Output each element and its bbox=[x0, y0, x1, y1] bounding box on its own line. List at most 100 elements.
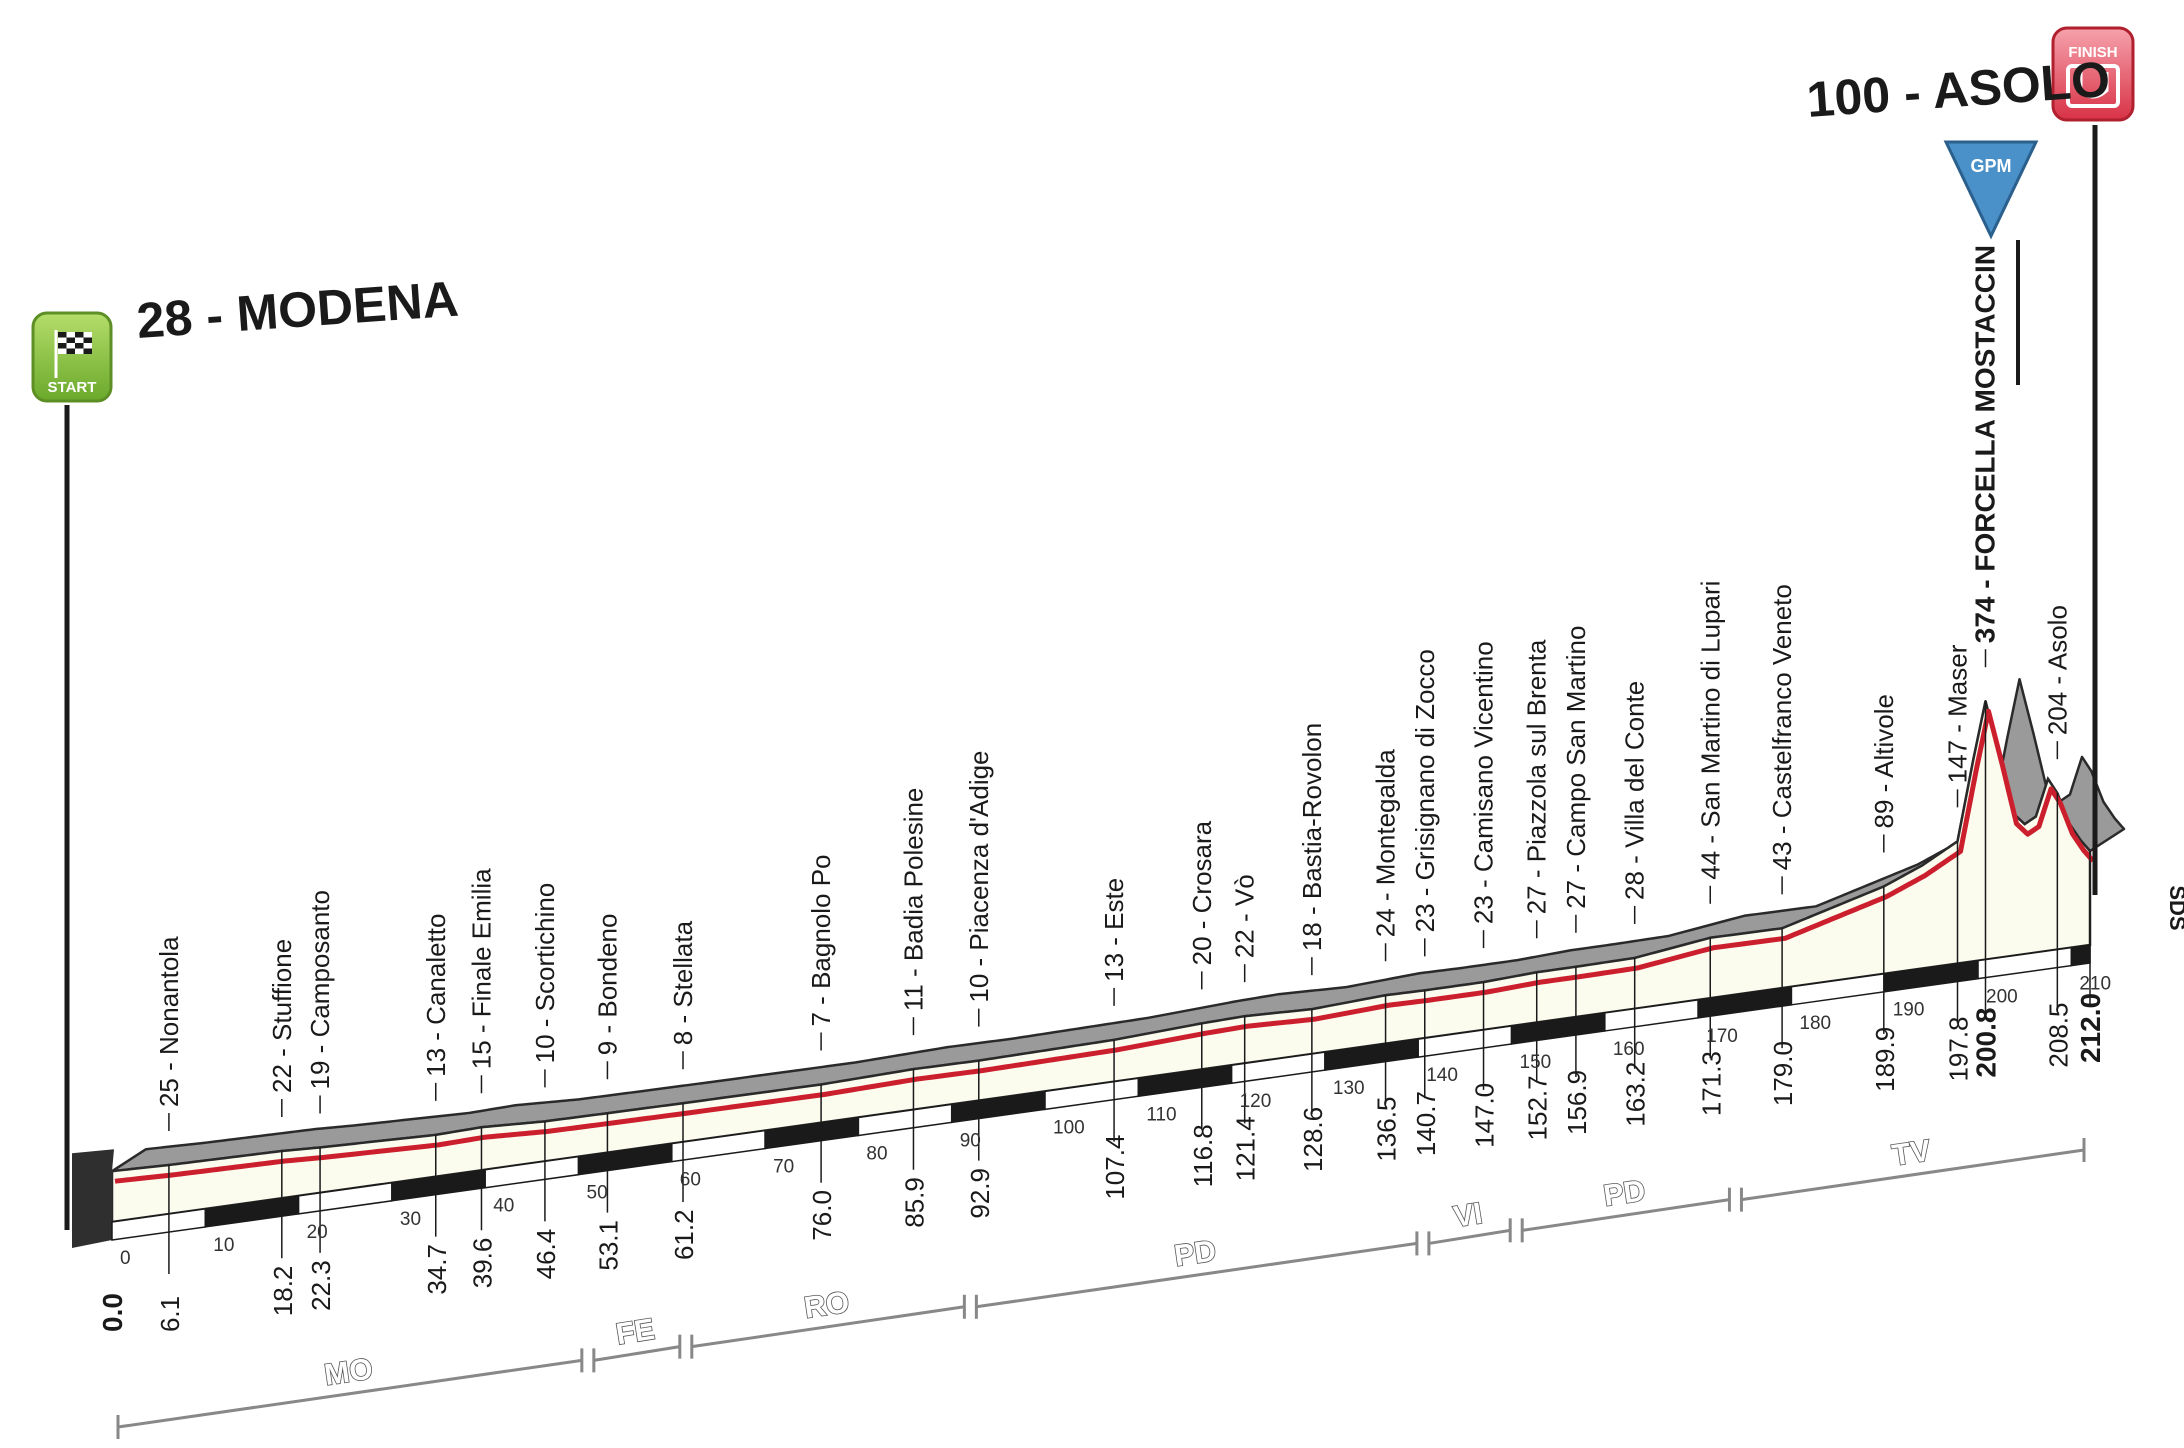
waypoint-distance-label: 212.0 bbox=[2075, 993, 2106, 1063]
km-tick-label: 70 bbox=[773, 1157, 794, 1178]
waypoint-distance-label: 147.0 bbox=[1470, 1083, 1500, 1148]
waypoint-distance-label: 61.2 bbox=[669, 1209, 699, 1260]
waypoint-distance-label: 128.6 bbox=[1298, 1107, 1328, 1172]
checkered-flag-icon bbox=[54, 330, 92, 378]
province-band-line bbox=[1521, 1198, 1730, 1232]
finish-badge bbox=[2051, 26, 2135, 122]
waypoint-distance-label: 107.4 bbox=[1100, 1135, 1130, 1200]
province-band-line bbox=[691, 1305, 965, 1349]
waypoint-place-label: 28 - Villa del Conte bbox=[1620, 681, 1650, 900]
waypoint-distance-label: 208.5 bbox=[2043, 1002, 2073, 1067]
gpm-badge-text: GPM bbox=[1970, 156, 2011, 176]
waypoint-distance-label: 152.7 bbox=[1523, 1075, 1553, 1140]
waypoint-place-label: 25 - Nonantola bbox=[154, 936, 184, 1107]
province-label: FE bbox=[614, 1313, 657, 1352]
finish-badge-text: FINISH bbox=[2068, 44, 2117, 61]
km-tick-label: 50 bbox=[587, 1183, 608, 1204]
waypoint-distance-label: 140.7 bbox=[1411, 1091, 1441, 1156]
waypoint-place-label: 13 - Canaletto bbox=[421, 914, 451, 1077]
waypoint-place-label: 20 - Crosara bbox=[1187, 820, 1217, 965]
waypoint-place-label: 89 - Altivole bbox=[1869, 694, 1899, 828]
waypoint-place-label: 22 - Stuffione bbox=[267, 939, 297, 1093]
waypoint-distance-label: 46.4 bbox=[531, 1229, 561, 1280]
profile-end-cap bbox=[72, 1149, 114, 1248]
province-label: TV bbox=[1890, 1134, 1933, 1172]
km-tick-label: 40 bbox=[493, 1196, 514, 1217]
km-tick-label: 90 bbox=[960, 1130, 981, 1151]
province-band-line bbox=[1741, 1148, 2085, 1202]
finish-line-icon bbox=[2066, 64, 2120, 108]
km-tick-label: 210 bbox=[2079, 974, 2111, 995]
km-tick-label: 100 bbox=[1053, 1117, 1085, 1138]
sds-label: SDS bbox=[2165, 885, 2184, 930]
waypoint-place-label: 10 - Piacenza d'Adige bbox=[964, 750, 994, 1002]
profile-face bbox=[110, 700, 2092, 1224]
waypoint-distance-label: 156.9 bbox=[1562, 1070, 1592, 1135]
km-tick-label: 120 bbox=[1240, 1091, 1272, 1112]
waypoint-place-label: 15 - Finale Emilia bbox=[466, 868, 496, 1069]
province-label: PD bbox=[1601, 1174, 1647, 1213]
waypoint-place-label: 374 - FORCELLA MOSTACCIN bbox=[1970, 245, 2001, 643]
waypoint-distance-label: 179.0 bbox=[1768, 1041, 1798, 1106]
waypoint-labels: 0.0 6.1 25 - Nonantola 18.2 22 - Stuffione 22… bbox=[97, 245, 2106, 1332]
km-tick-label: 200 bbox=[1986, 987, 2018, 1008]
waypoint-distance-label: 0.0 bbox=[97, 1293, 128, 1332]
km-tick-label: 130 bbox=[1333, 1078, 1365, 1099]
province-band-line bbox=[1428, 1228, 1511, 1245]
waypoint-place-label: 9 - Bondeno bbox=[592, 914, 622, 1056]
province-label: VI bbox=[1451, 1197, 1484, 1234]
waypoint-place-label: 19 - Camposanto bbox=[305, 890, 335, 1089]
waypoint-place-label: 7 - Bagnolo Po bbox=[806, 854, 836, 1026]
waypoint-distance-label: 189.9 bbox=[1870, 1027, 1900, 1092]
waypoint-distance-label: 171.3 bbox=[1696, 1051, 1726, 1116]
waypoint-place-label: 18 - Bastia-Rovolon bbox=[1297, 723, 1327, 951]
start-marker: START 28 - MODENA bbox=[31, 271, 460, 1230]
km-tick-label: 0 bbox=[120, 1248, 131, 1269]
waypoint-place-label: 8 - Stellata bbox=[668, 920, 698, 1045]
waypoint-place-label: 11 - Badia Polesine bbox=[898, 788, 928, 1012]
waypoint-distance-label: 92.9 bbox=[965, 1168, 995, 1219]
km-tick-label: 150 bbox=[1520, 1052, 1552, 1073]
waypoint-place-label: 204 - Asolo bbox=[2042, 605, 2072, 735]
km-tick-label: 10 bbox=[213, 1235, 234, 1256]
province-label: PD bbox=[1172, 1234, 1218, 1273]
waypoint-place-label: 23 - Camisano Vicentino bbox=[1469, 641, 1499, 924]
waypoint-place-label: 22 - Vò bbox=[1230, 874, 1260, 958]
waypoint-distance-label: 22.3 bbox=[306, 1260, 336, 1311]
km-tick-label: 60 bbox=[680, 1170, 701, 1191]
gpm-marker: GPM bbox=[1943, 140, 2039, 385]
finish-label: 100 - ASOLO bbox=[1805, 51, 2112, 128]
waypoint-distance-label: 163.2 bbox=[1621, 1062, 1651, 1127]
province-band-line bbox=[593, 1345, 681, 1362]
start-town: MODENA bbox=[235, 271, 461, 342]
waypoint-distance-label: 121.4 bbox=[1231, 1116, 1261, 1181]
waypoint-place-label: 27 - Piazzola sul Brenta bbox=[1522, 639, 1552, 914]
start-label: 28 - MODENA bbox=[135, 271, 460, 349]
waypoint-place-label: 24 - Montegalda bbox=[1371, 749, 1401, 937]
km-tick-label: 20 bbox=[307, 1222, 328, 1243]
waypoint-place-label: 10 - Scortichino bbox=[530, 883, 560, 1064]
km-tick-label: 170 bbox=[1706, 1026, 1738, 1047]
gpm-triangle-icon bbox=[1943, 140, 2039, 240]
start-altitude: 28 bbox=[135, 289, 194, 349]
waypoint-distance-label: 34.7 bbox=[422, 1244, 452, 1295]
distance-axis: 0 10 20 30 40 50 60 70 80 90 100 110 120 130 140 150 160… bbox=[120, 974, 2111, 1269]
finish-town: ASOLO bbox=[1931, 51, 2112, 119]
waypoint-place-label: 43 - Castelfranco Veneto bbox=[1767, 584, 1797, 870]
province-label: RO bbox=[802, 1286, 851, 1325]
distance-stripe-segment bbox=[2070, 944, 2091, 967]
finish-altitude: 100 bbox=[1805, 66, 1892, 128]
waypoint-distance-label: 53.1 bbox=[593, 1220, 623, 1271]
province-band-line bbox=[117, 1358, 583, 1429]
province-label: MO bbox=[322, 1353, 375, 1393]
km-tick-label: 30 bbox=[400, 1209, 421, 1230]
km-tick-label: 80 bbox=[866, 1143, 887, 1164]
province-bands: MO FE RO PD VI PD TV bbox=[116, 1134, 2086, 1439]
waypoint-distance-label: 85.9 bbox=[899, 1177, 929, 1228]
waypoint-distance-label: 39.6 bbox=[467, 1238, 497, 1289]
km-tick-label: 180 bbox=[1799, 1013, 1831, 1034]
km-tick-label: 140 bbox=[1426, 1065, 1458, 1086]
waypoint-place-label: 44 - San Martino di Lupari bbox=[1695, 581, 1725, 880]
waypoint-place-label: 13 - Este bbox=[1099, 878, 1129, 982]
